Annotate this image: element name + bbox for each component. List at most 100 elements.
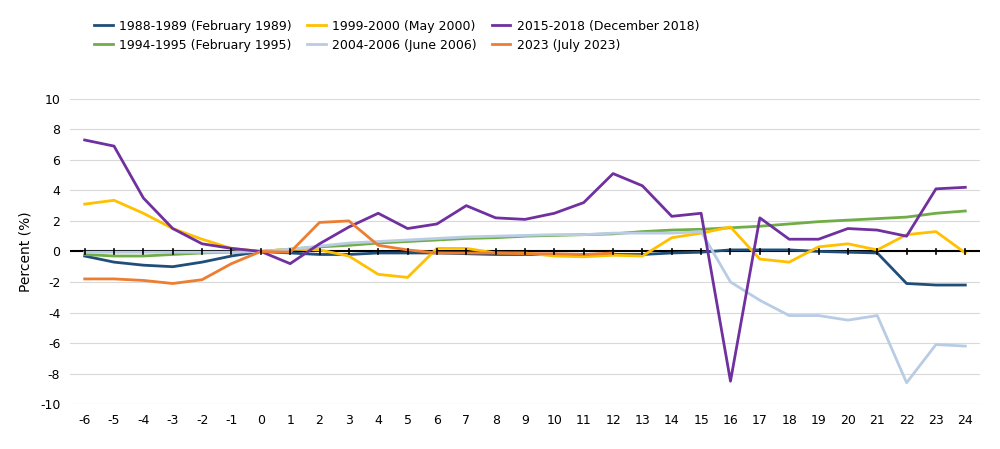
1994-1995 (February 1995) <box>636 229 648 234</box>
2023 (July 2023) <box>578 252 590 257</box>
1994-1995 (February 1995) <box>519 233 531 239</box>
2004-2006 (June 2006) <box>372 239 384 244</box>
1999-2000 (May 2000) <box>167 226 179 231</box>
1999-2000 (May 2000) <box>284 247 296 252</box>
1999-2000 (May 2000) <box>871 247 883 253</box>
1994-1995 (February 1995) <box>108 253 120 259</box>
2004-2006 (June 2006) <box>842 317 854 323</box>
1988-1989 (February 1989) <box>636 252 648 257</box>
1994-1995 (February 1995) <box>930 211 942 216</box>
2015-2018 (December 2018) <box>137 195 149 201</box>
1994-1995 (February 1995) <box>959 208 971 214</box>
2023 (July 2023) <box>196 277 208 282</box>
1999-2000 (May 2000) <box>108 198 120 203</box>
1999-2000 (May 2000) <box>813 244 825 250</box>
1988-1989 (February 1989) <box>225 253 237 259</box>
1999-2000 (May 2000) <box>754 256 766 262</box>
2015-2018 (December 2018) <box>108 143 120 149</box>
1994-1995 (February 1995) <box>813 219 825 224</box>
2023 (July 2023) <box>108 276 120 282</box>
Line: 2015-2018 (December 2018): 2015-2018 (December 2018) <box>85 140 965 381</box>
1988-1989 (February 1989) <box>783 247 795 253</box>
1988-1989 (February 1989) <box>901 281 913 286</box>
2023 (July 2023) <box>402 247 414 253</box>
2004-2006 (June 2006) <box>666 230 678 236</box>
1988-1989 (February 1989) <box>548 252 560 257</box>
1988-1989 (February 1989) <box>284 250 296 255</box>
2015-2018 (December 2018) <box>666 214 678 219</box>
1988-1989 (February 1989) <box>255 249 267 254</box>
2023 (July 2023) <box>607 250 619 255</box>
1994-1995 (February 1995) <box>695 227 707 232</box>
1994-1995 (February 1995) <box>79 252 91 257</box>
1994-1995 (February 1995) <box>754 224 766 229</box>
2015-2018 (December 2018) <box>578 200 590 205</box>
2004-2006 (June 2006) <box>724 279 736 285</box>
2004-2006 (June 2006) <box>901 380 913 385</box>
1999-2000 (May 2000) <box>519 250 531 255</box>
2023 (July 2023) <box>519 251 531 256</box>
2004-2006 (June 2006) <box>460 234 472 240</box>
1988-1989 (February 1989) <box>724 247 736 253</box>
2023 (July 2023) <box>314 220 326 225</box>
1999-2000 (May 2000) <box>930 229 942 234</box>
Line: 1994-1995 (February 1995): 1994-1995 (February 1995) <box>85 211 965 256</box>
2023 (July 2023) <box>431 250 443 255</box>
1994-1995 (February 1995) <box>666 227 678 233</box>
2015-2018 (December 2018) <box>431 221 443 227</box>
2023 (July 2023) <box>137 278 149 283</box>
1988-1989 (February 1989) <box>607 252 619 257</box>
2023 (July 2023) <box>225 261 237 266</box>
1994-1995 (February 1995) <box>490 235 502 240</box>
1988-1989 (February 1989) <box>460 251 472 256</box>
2004-2006 (June 2006) <box>196 250 208 255</box>
1994-1995 (February 1995) <box>343 242 355 248</box>
2004-2006 (June 2006) <box>167 250 179 255</box>
2004-2006 (June 2006) <box>754 298 766 303</box>
1988-1989 (February 1989) <box>666 250 678 255</box>
2004-2006 (June 2006) <box>108 250 120 255</box>
2004-2006 (June 2006) <box>137 250 149 255</box>
1994-1995 (February 1995) <box>842 217 854 223</box>
2004-2006 (June 2006) <box>402 237 414 242</box>
2004-2006 (June 2006) <box>813 313 825 318</box>
1988-1989 (February 1989) <box>930 282 942 288</box>
1988-1989 (February 1989) <box>519 252 531 257</box>
1999-2000 (May 2000) <box>548 253 560 259</box>
1988-1989 (February 1989) <box>343 252 355 257</box>
2023 (July 2023) <box>490 250 502 255</box>
1994-1995 (February 1995) <box>255 249 267 254</box>
2015-2018 (December 2018) <box>607 171 619 176</box>
1994-1995 (February 1995) <box>167 252 179 257</box>
1988-1989 (February 1989) <box>79 253 91 259</box>
1999-2000 (May 2000) <box>225 246 237 251</box>
1988-1989 (February 1989) <box>695 250 707 255</box>
1999-2000 (May 2000) <box>724 224 736 230</box>
2015-2018 (December 2018) <box>167 226 179 231</box>
2004-2006 (June 2006) <box>490 233 502 239</box>
1999-2000 (May 2000) <box>607 252 619 258</box>
1994-1995 (February 1995) <box>225 250 237 255</box>
1999-2000 (May 2000) <box>137 211 149 216</box>
2004-2006 (June 2006) <box>519 233 531 238</box>
1988-1989 (February 1989) <box>372 250 384 255</box>
1994-1995 (February 1995) <box>783 221 795 227</box>
1999-2000 (May 2000) <box>460 246 472 251</box>
2004-2006 (June 2006) <box>431 236 443 241</box>
1988-1989 (February 1989) <box>871 250 883 255</box>
2023 (July 2023) <box>372 242 384 248</box>
1988-1989 (February 1989) <box>754 247 766 253</box>
2004-2006 (June 2006) <box>578 232 590 238</box>
2004-2006 (June 2006) <box>255 249 267 254</box>
1994-1995 (February 1995) <box>724 225 736 230</box>
2004-2006 (June 2006) <box>959 343 971 349</box>
2015-2018 (December 2018) <box>314 241 326 247</box>
2023 (July 2023) <box>548 251 560 256</box>
2004-2006 (June 2006) <box>79 250 91 255</box>
2015-2018 (December 2018) <box>783 237 795 242</box>
2004-2006 (June 2006) <box>871 313 883 318</box>
2015-2018 (December 2018) <box>79 137 91 143</box>
2015-2018 (December 2018) <box>402 226 414 231</box>
2015-2018 (December 2018) <box>636 183 648 189</box>
1999-2000 (May 2000) <box>343 253 355 259</box>
